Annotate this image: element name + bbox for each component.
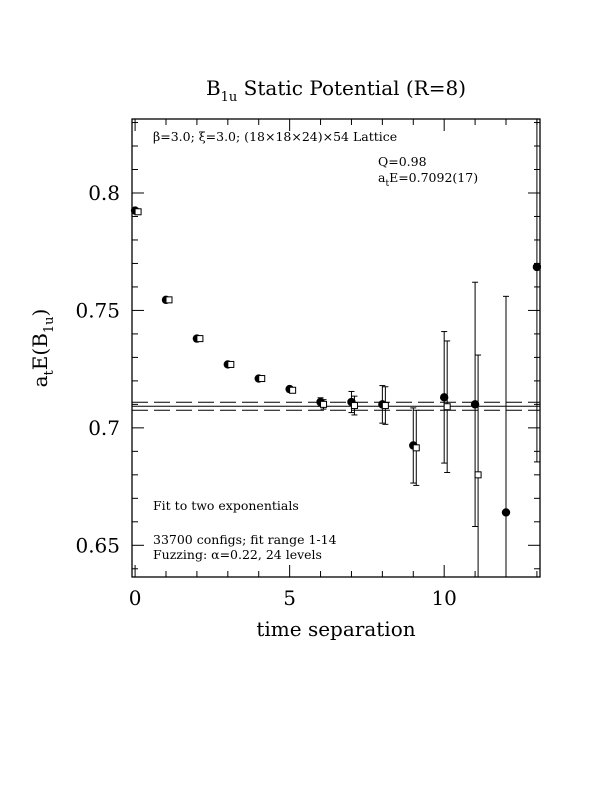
energy-annotation-rest: E=0.7092(17) [389,170,478,185]
fuzzing-annotation: Fuzzing: α=0.22, 24 levels [153,547,322,562]
y-axis-label-mid: E(B [28,333,52,370]
data-point-circle [470,400,480,409]
chart-title: B1u Static Potential (R=8) [206,76,466,105]
y-tick-label: 0.75 [75,298,120,322]
y-tick-label: 0.65 [75,533,120,557]
y-tick-label: 0.7 [88,416,120,440]
y-axis-label-sub2: 1u [42,316,57,333]
q-value-annotation: Q=0.98 [378,154,427,169]
energy-annotation: atE=0.7092(17) [378,170,478,189]
data-point-circle [439,393,449,402]
data-point-square [227,360,235,368]
data-point-square [289,386,297,394]
y-axis-label-end: ) [28,309,52,317]
data-point-square [381,402,389,410]
data-point-square [165,296,173,304]
data-point-square [474,471,482,479]
data-point-square [258,375,266,383]
chart-title-subscript: 1u [221,90,238,105]
y-axis-label: atE(B1u) [28,309,57,388]
y-tick-label: 0.8 [88,181,120,205]
data-point-square [196,335,204,343]
data-point-square [412,444,420,452]
x-tick-label: 10 [431,586,456,610]
data-point-square [350,402,358,410]
configs-annotation: 33700 configs; fit range 1-14 [153,532,337,547]
lattice-annotation: β=3.0; ξ=3.0; (18×18×24)×54 Lattice [153,129,397,144]
y-axis-label-sub1: t [42,369,57,375]
data-point-square [134,208,142,216]
fit-description: Fit to two exponentials [153,498,299,513]
data-point-square [443,403,451,411]
x-tick-label: 5 [283,586,296,610]
x-tick-label: 0 [129,586,142,610]
plot-frame [131,118,541,578]
data-point-circle [501,508,511,517]
chart-title-rest: Static Potential (R=8) [237,76,466,100]
x-axis-label: time separation [256,617,415,641]
energy-annotation-sub: t [385,179,389,189]
data-point-circle [532,262,542,272]
data-point-square [320,400,328,408]
